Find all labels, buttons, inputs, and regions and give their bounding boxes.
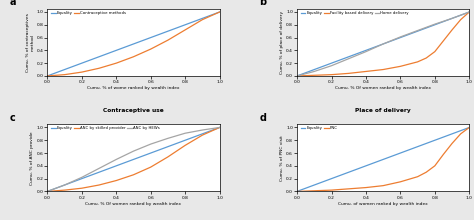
Legend: Equality, ANC by skilled provider, ANC by HEWs: Equality, ANC by skilled provider, ANC b… bbox=[49, 125, 161, 132]
Text: a: a bbox=[9, 0, 16, 7]
Y-axis label: Cumu. % of contraceptives
method: Cumu. % of contraceptives method bbox=[26, 13, 34, 72]
Y-axis label: Cumu. % of PNC visit: Cumu. % of PNC visit bbox=[280, 135, 284, 181]
Y-axis label: Cumu. % of ANC provide: Cumu. % of ANC provide bbox=[30, 131, 34, 185]
Legend: Equality, Contraceptive methods: Equality, Contraceptive methods bbox=[49, 9, 128, 16]
Text: c: c bbox=[9, 113, 15, 123]
X-axis label: Cumu. % Of women ranked by wealth index: Cumu. % Of women ranked by wealth index bbox=[335, 86, 431, 90]
X-axis label: Cumu. % Of women ranked by wealth index: Cumu. % Of women ranked by wealth index bbox=[85, 202, 182, 206]
Y-axis label: Cumu. % of place of delivery: Cumu. % of place of delivery bbox=[280, 11, 284, 74]
Text: d: d bbox=[259, 113, 266, 123]
Text: Place of delivery: Place of delivery bbox=[356, 108, 411, 113]
Legend: Equality, Facility based delivery, Home delivery: Equality, Facility based delivery, Home … bbox=[299, 9, 410, 16]
Text: Contraceptive use: Contraceptive use bbox=[103, 108, 164, 113]
Legend: Equality, PNC: Equality, PNC bbox=[299, 125, 339, 132]
X-axis label: Cumu. % of wome ranked by wealth index: Cumu. % of wome ranked by wealth index bbox=[87, 86, 180, 90]
Text: b: b bbox=[259, 0, 266, 7]
X-axis label: Cumu. of women ranked by wealth index: Cumu. of women ranked by wealth index bbox=[338, 202, 428, 206]
